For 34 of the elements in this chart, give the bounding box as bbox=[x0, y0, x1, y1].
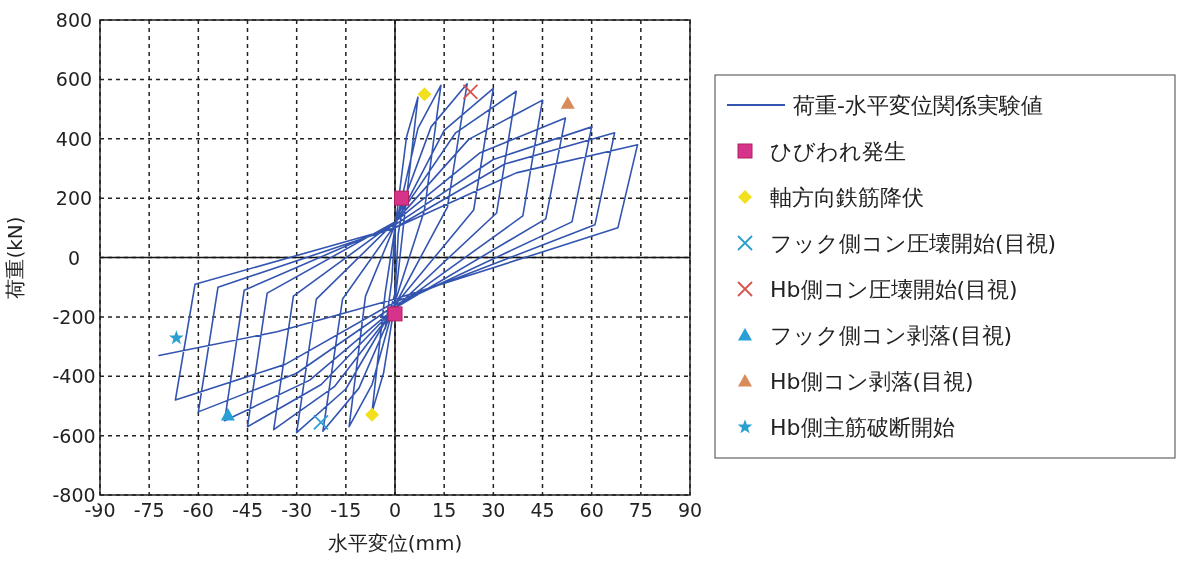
x-tick-label: 45 bbox=[530, 499, 555, 521]
x-tick-label: 15 bbox=[432, 499, 457, 521]
y-tick-label: 200 bbox=[55, 187, 93, 210]
legend-label: 荷重-水平変位関係実験値 bbox=[793, 93, 1043, 118]
x-tick-label: 30 bbox=[481, 499, 506, 521]
legend-label: ひびわれ発生 bbox=[770, 139, 906, 164]
y-tick-label: 0 bbox=[67, 246, 81, 269]
x-tick-label: 0 bbox=[388, 499, 402, 521]
legend-label: Hb側主筋破断開始 bbox=[770, 415, 955, 440]
legend-label: Hb側コン圧壊開始(目視) bbox=[770, 277, 1018, 302]
y-axis-title: 荷重(kN) bbox=[3, 216, 27, 299]
y-tick-label: 800 bbox=[55, 9, 93, 31]
y-tick-label: 400 bbox=[55, 127, 93, 150]
x-tick-label: -75 bbox=[133, 499, 165, 521]
legend-label: フック側コン剥落(目視) bbox=[770, 323, 1013, 348]
point bbox=[365, 407, 380, 422]
x-tick-label: 90 bbox=[677, 499, 703, 521]
y-tick-label: -200 bbox=[52, 305, 96, 328]
y-tick-label: -400 bbox=[52, 365, 96, 388]
legend-label: 軸方向鉄筋降伏 bbox=[770, 185, 924, 210]
x-tick-label: -30 bbox=[281, 499, 313, 521]
point bbox=[417, 87, 432, 102]
legend-label: Hb側コン剥落(目視) bbox=[770, 369, 974, 394]
x-axis-title: 水平変位(mm) bbox=[327, 531, 463, 555]
x-tick-label: -45 bbox=[231, 499, 264, 521]
y-tick-label: -600 bbox=[52, 424, 96, 447]
x-tick-label: 75 bbox=[628, 499, 653, 521]
point bbox=[387, 306, 403, 322]
y-tick-label: 600 bbox=[55, 68, 93, 91]
x-tick-label: -15 bbox=[330, 499, 362, 521]
legend-label: フック側コン圧壊開始(目視) bbox=[770, 231, 1057, 256]
x-tick-label: -60 bbox=[182, 499, 214, 521]
x-tick-label: 60 bbox=[579, 499, 604, 521]
point bbox=[394, 190, 410, 206]
